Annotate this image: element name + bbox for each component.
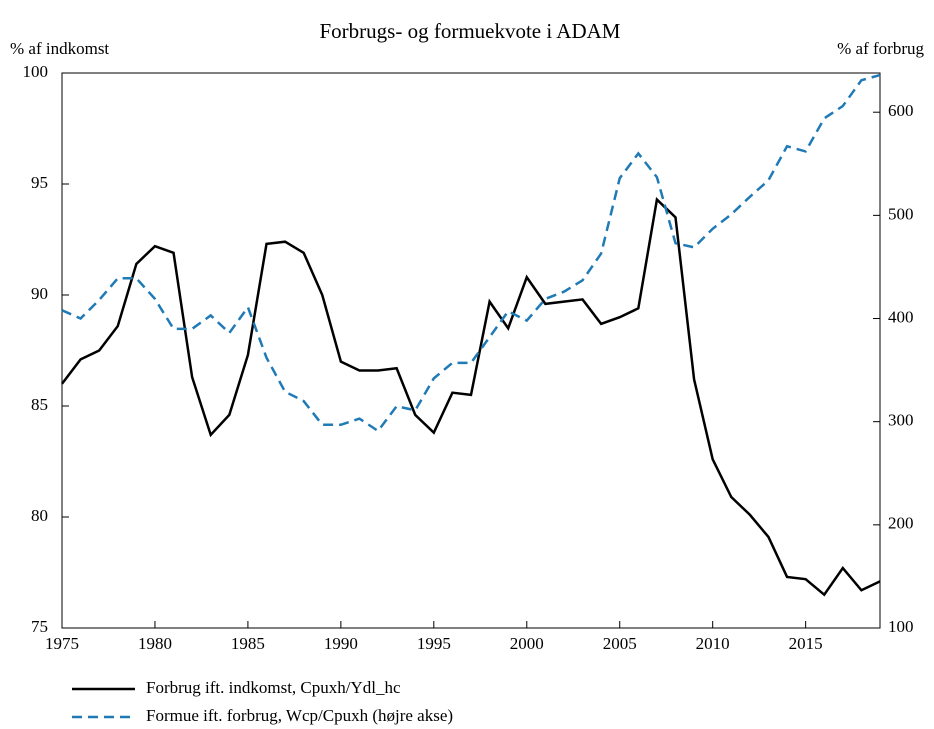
x-tick-label: 2015: [789, 634, 823, 653]
y-tick-label: 75: [31, 617, 48, 636]
y-tick-label: 90: [31, 284, 48, 303]
y2-tick-label: 400: [888, 307, 914, 326]
x-tick-label: 1985: [231, 634, 265, 653]
x-tick-label: 1990: [324, 634, 358, 653]
y-tick-label: 85: [31, 395, 48, 414]
y2-tick-label: 200: [888, 514, 914, 533]
y-axis-label: % af indkomst: [10, 39, 109, 58]
y2-tick-label: 300: [888, 411, 914, 430]
x-tick-label: 2005: [603, 634, 637, 653]
plot-frame: [61, 72, 881, 629]
series-line: [61, 197, 881, 597]
x-tick-label: 1980: [138, 634, 172, 653]
series-line: [61, 73, 881, 433]
y2-tick-label: 100: [888, 617, 914, 636]
x-tick-label: 2010: [696, 634, 730, 653]
y2-axis-label: % af forbrug: [837, 39, 924, 58]
chart-title: Forbrugs- og formuekvote i ADAM: [320, 19, 621, 43]
y-tick-label: 100: [23, 62, 49, 81]
legend-label: Formue ift. forbrug, Wcp/Cpuxh (højre ak…: [146, 706, 453, 725]
x-tick-label: 2000: [510, 634, 544, 653]
x-tick-label: 1995: [417, 634, 451, 653]
y2-tick-label: 600: [888, 101, 914, 120]
legend-label: Forbrug ift. indkomst, Cpuxh/Ydl_hc: [146, 678, 401, 697]
y-tick-label: 80: [31, 506, 48, 525]
y2-tick-label: 500: [888, 204, 914, 223]
x-tick-label: 1975: [45, 634, 79, 653]
y-tick-label: 95: [31, 173, 48, 192]
